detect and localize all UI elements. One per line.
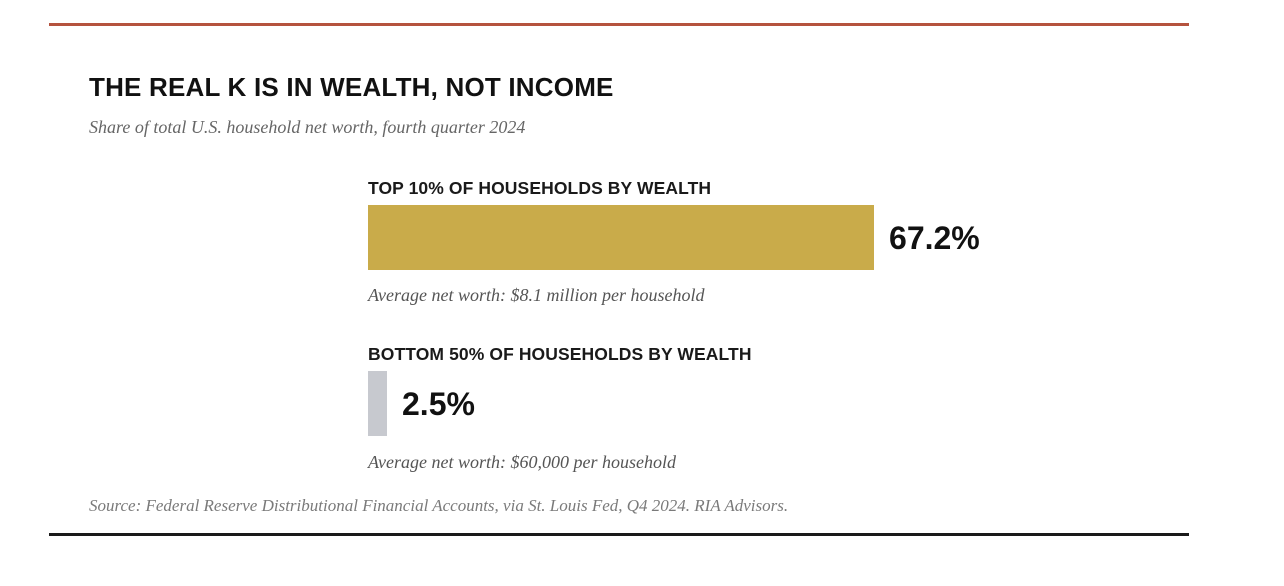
bar-label-top-10: TOP 10% OF HOUSEHOLDS BY WEALTH: [368, 178, 712, 198]
bar-bottom-50: [368, 371, 387, 436]
source-note: Source: Federal Reserve Distributional F…: [89, 496, 789, 515]
bar-row-top-10: TOP 10% OF HOUSEHOLDS BY WEALTH 67.2% Av…: [368, 178, 1148, 305]
bar-label-bottom-50: BOTTOM 50% OF HOUSEHOLDS BY WEALTH: [368, 344, 752, 364]
chart-title: THE REAL K IS IN WEALTH, NOT INCOME: [89, 72, 614, 102]
top-accent-rule: [49, 23, 1189, 26]
value-label-top-10: 67.2%: [889, 219, 980, 256]
chart-subtitle: Share of total U.S. household net worth,…: [89, 117, 526, 137]
bottom-rule: [49, 533, 1189, 536]
note-bottom-50: Average net worth: $60,000 per household: [368, 452, 676, 472]
bar-top-10: [368, 205, 875, 270]
note-top-10: Average net worth: $8.1 million per hous…: [368, 285, 705, 305]
bar-row-bottom-50: BOTTOM 50% OF HOUSEHOLDS BY WEALTH 2.5% …: [368, 344, 1148, 474]
value-label-bottom-50: 2.5%: [402, 385, 475, 422]
